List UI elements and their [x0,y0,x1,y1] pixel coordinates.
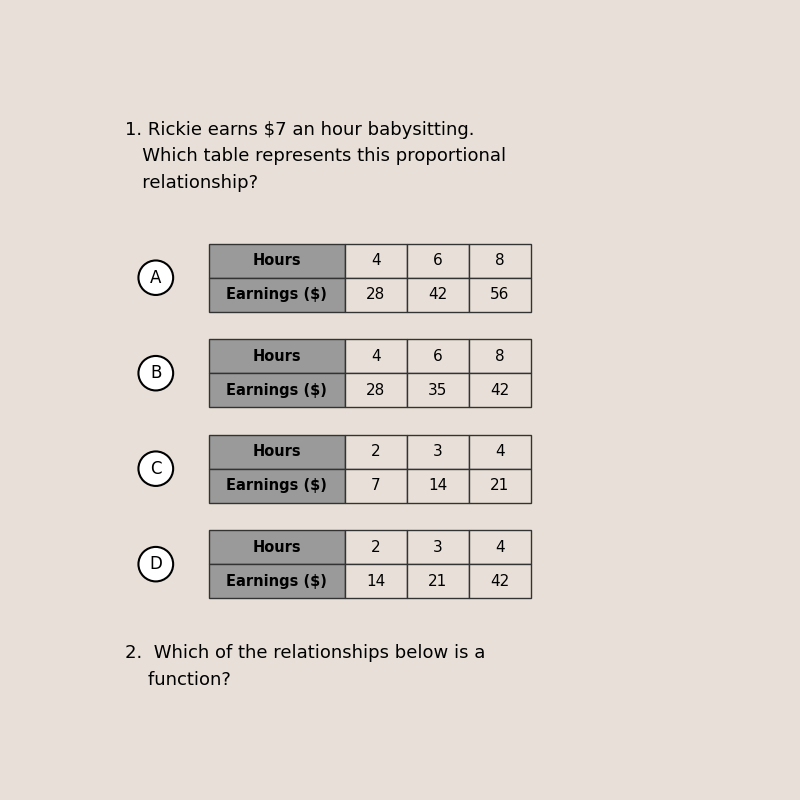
Bar [407,530,469,564]
Text: C: C [150,460,162,478]
Text: Earnings ($): Earnings ($) [226,382,327,398]
Text: 2: 2 [371,444,381,459]
Text: relationship?: relationship? [125,174,258,192]
Bar [469,469,531,502]
Circle shape [138,356,173,390]
Text: 4: 4 [371,349,381,364]
Text: 4: 4 [495,540,505,554]
Text: 7: 7 [371,478,381,493]
Bar [209,530,345,564]
Bar [345,530,407,564]
Text: A: A [150,269,162,286]
Text: 28: 28 [366,382,386,398]
Text: 42: 42 [490,382,510,398]
Circle shape [138,451,173,486]
Text: 3: 3 [433,444,442,459]
Text: Hours: Hours [252,444,301,459]
Bar [469,435,531,469]
Text: 3: 3 [433,540,442,554]
Text: D: D [150,555,162,573]
Bar [345,339,407,373]
Bar [209,373,345,407]
Bar [209,469,345,502]
Bar [407,339,469,373]
Circle shape [138,261,173,295]
Circle shape [138,547,173,582]
Bar [209,339,345,373]
Text: 4: 4 [495,444,505,459]
Text: function?: function? [125,670,230,689]
Bar [345,373,407,407]
Bar [469,339,531,373]
Bar [407,278,469,311]
Text: Earnings ($): Earnings ($) [226,478,327,493]
Text: B: B [150,364,162,382]
Text: 2.  Which of the relationships below is a: 2. Which of the relationships below is a [125,644,485,662]
Bar [209,435,345,469]
Text: Hours: Hours [252,349,301,364]
Text: 21: 21 [428,574,447,589]
Text: Earnings ($): Earnings ($) [226,287,327,302]
Text: 14: 14 [366,574,386,589]
Text: 56: 56 [490,287,510,302]
Bar [209,564,345,598]
Bar [345,564,407,598]
Bar [469,530,531,564]
Bar [407,564,469,598]
Bar [407,469,469,502]
Bar [407,244,469,278]
Bar [345,435,407,469]
Text: 6: 6 [433,254,442,268]
Bar [345,244,407,278]
Bar [209,244,345,278]
Text: 28: 28 [366,287,386,302]
Text: 8: 8 [495,254,505,268]
Bar [345,469,407,502]
Text: 42: 42 [428,287,447,302]
Text: 14: 14 [428,478,447,493]
Text: 4: 4 [371,254,381,268]
Text: 35: 35 [428,382,447,398]
Bar [345,278,407,311]
Text: Earnings ($): Earnings ($) [226,574,327,589]
Text: 2: 2 [371,540,381,554]
Bar [407,435,469,469]
Text: 6: 6 [433,349,442,364]
Bar [469,278,531,311]
Text: Which table represents this proportional: Which table represents this proportional [125,147,506,165]
Bar [469,244,531,278]
Bar [469,373,531,407]
Bar [407,373,469,407]
Text: 8: 8 [495,349,505,364]
Text: 42: 42 [490,574,510,589]
Text: 21: 21 [490,478,510,493]
Text: 1. Rickie earns $7 an hour babysitting.: 1. Rickie earns $7 an hour babysitting. [125,121,474,138]
Bar [469,564,531,598]
Bar [209,278,345,311]
Text: Hours: Hours [252,540,301,554]
Text: Hours: Hours [252,254,301,268]
